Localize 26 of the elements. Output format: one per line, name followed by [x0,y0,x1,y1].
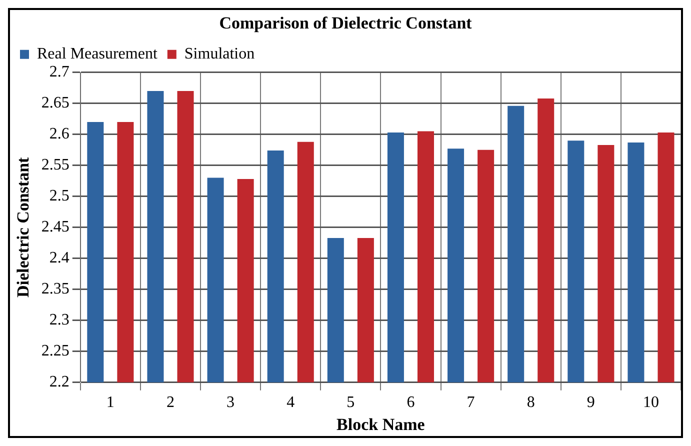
y-tick-label: 2.6 [49,126,70,143]
y-tick-label: 2.4 [49,250,70,267]
x-tick-label: 4 [286,394,295,412]
x-tick-label: 9 [586,394,595,412]
x-tick-label: 3 [226,394,235,412]
y-tick-label: 2.2 [49,374,70,391]
x-tick-label: 10 [642,394,659,412]
y-tick-label: 2.55 [41,156,70,174]
y-tick-label: 2.3 [49,312,70,329]
y-tick-label: 2.5 [49,188,70,205]
x-tick-label: 8 [526,394,535,412]
x-tick-label: 5 [346,394,355,412]
y-tick-label: 2.65 [41,94,70,112]
y-tick-label: 2.35 [41,280,70,298]
y-tick-label: 2.7 [49,64,70,81]
x-axis-title: Block Name [336,415,426,434]
x-tick-label: 7 [466,394,475,412]
x-tick-label: 6 [406,394,415,412]
chart-title: Comparison of Dielectric Constant [219,14,472,33]
legend-label: Simulation [184,46,255,63]
legend-label: Real Measurement [37,46,158,63]
y-tick-label: 2.45 [41,218,70,236]
y-tick-label: 2.25 [41,342,70,360]
x-tick-label: 1 [106,394,114,412]
x-tick-label: 2 [166,394,174,412]
y-axis-title: Dielectric Constant [14,156,33,298]
